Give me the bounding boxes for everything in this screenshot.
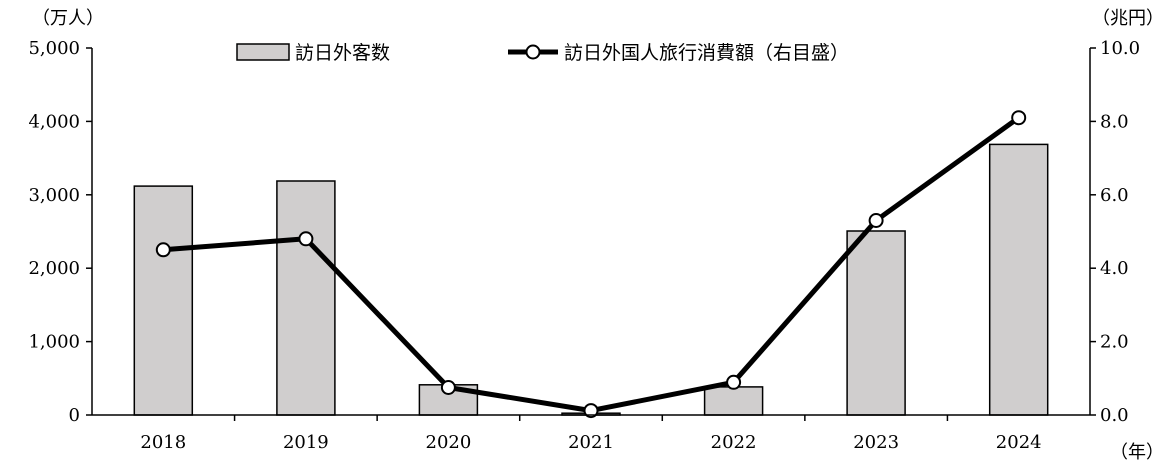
left-tick-label: 3,000 xyxy=(28,185,80,206)
line-point-2018 xyxy=(155,242,171,258)
x-axis-unit: （年） xyxy=(1110,442,1164,463)
left-tick-label: 5,000 xyxy=(28,38,80,59)
right-tick-label: 2.0 xyxy=(1100,332,1129,353)
x-tick-label-2018: 2018 xyxy=(140,432,186,453)
legend: 訪日外客数 訪日外国人旅行消費額（右目盛） xyxy=(236,42,849,64)
line-point-2024 xyxy=(1011,110,1027,126)
left-axis-unit: （万人） xyxy=(32,8,104,29)
x-tick-label-2023: 2023 xyxy=(853,432,899,453)
x-tick-label-2019: 2019 xyxy=(283,432,329,453)
bar-2019 xyxy=(276,180,336,416)
right-tick-label: 0.0 xyxy=(1100,405,1129,426)
right-tick-label: 6.0 xyxy=(1100,185,1129,206)
legend-line-label: 訪日外国人旅行消費額（右目盛） xyxy=(564,42,849,64)
left-tick-label: 1,000 xyxy=(28,332,80,353)
right-axis-unit: （兆円） xyxy=(1092,8,1164,29)
x-tick-label-2024: 2024 xyxy=(996,432,1042,453)
bar-2018 xyxy=(133,185,194,416)
legend-bar-swatch xyxy=(236,43,290,61)
legend-bar-label: 訪日外客数 xyxy=(295,42,390,64)
x-tick-label-2022: 2022 xyxy=(711,432,757,453)
axes: 0 1,000 2,000 3,000 4,000 5,000 0.0 2.0 4.0 6.0 8.… xyxy=(28,8,1164,463)
line-point-2021 xyxy=(583,403,599,419)
left-tick-label: 2,000 xyxy=(28,258,80,279)
legend-line-marker xyxy=(525,44,541,60)
right-tick-label: 4.0 xyxy=(1100,258,1129,279)
right-tick-label: 8.0 xyxy=(1100,111,1129,132)
line-point-2019 xyxy=(298,231,314,247)
line-point-2020 xyxy=(440,380,456,395)
line-point-2023 xyxy=(868,213,884,228)
left-tick-label: 0 xyxy=(69,405,80,426)
bar-2022 xyxy=(703,386,764,416)
bar-2023 xyxy=(846,230,906,416)
plot-area xyxy=(133,110,1049,419)
right-tick-label: 10.0 xyxy=(1100,38,1140,59)
bar-2024 xyxy=(988,143,1049,416)
left-tick-label: 4,000 xyxy=(28,111,80,132)
line-point-2022 xyxy=(726,374,742,390)
x-tick-label-2021: 2021 xyxy=(568,432,614,453)
x-tick-label-2020: 2020 xyxy=(426,432,472,453)
